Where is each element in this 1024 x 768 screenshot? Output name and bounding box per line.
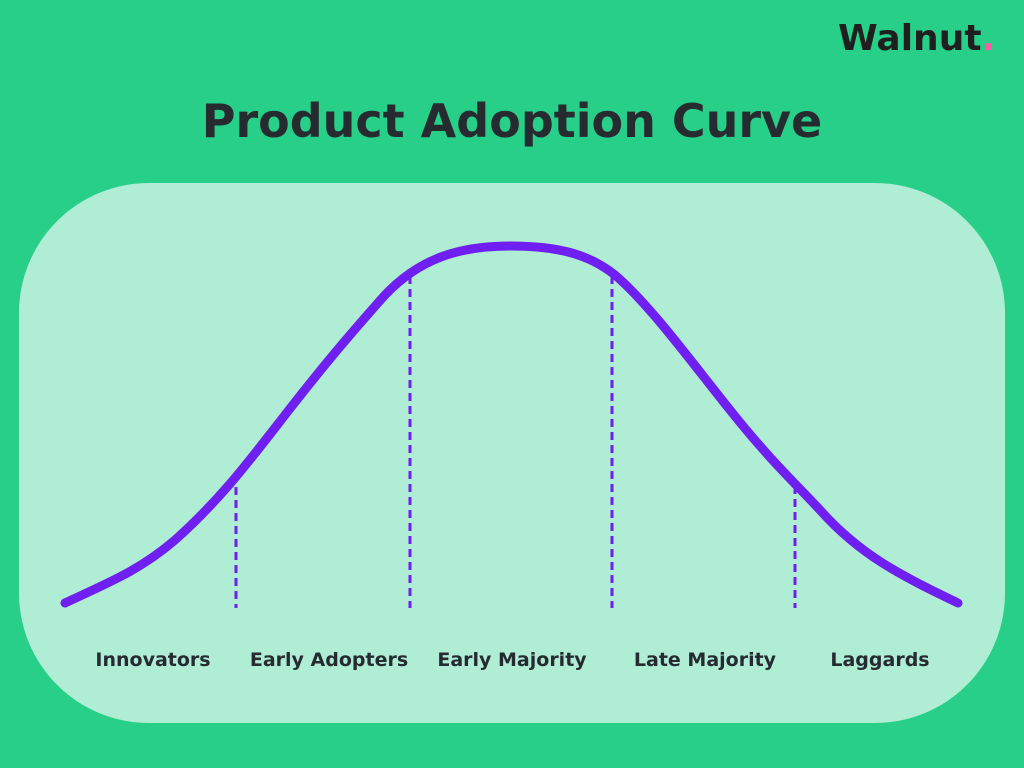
segment-label-early-majority: Early Majority: [437, 649, 587, 671]
brand-logo: Walnut.: [838, 18, 995, 59]
segment-label-late-majority: Late Majority: [633, 649, 777, 671]
segment-label-early-adopters: Early Adopters: [249, 649, 409, 671]
page-title: Product Adoption Curve: [201, 94, 823, 148]
brand-name: Walnut: [838, 18, 982, 59]
segment-label-laggards: Laggards: [830, 649, 930, 671]
bell-curve-line: [60, 241, 963, 608]
diagram-panel: [19, 183, 1005, 723]
segment-label-innovators: Innovators: [95, 649, 211, 671]
brand-dot: .: [981, 18, 996, 59]
